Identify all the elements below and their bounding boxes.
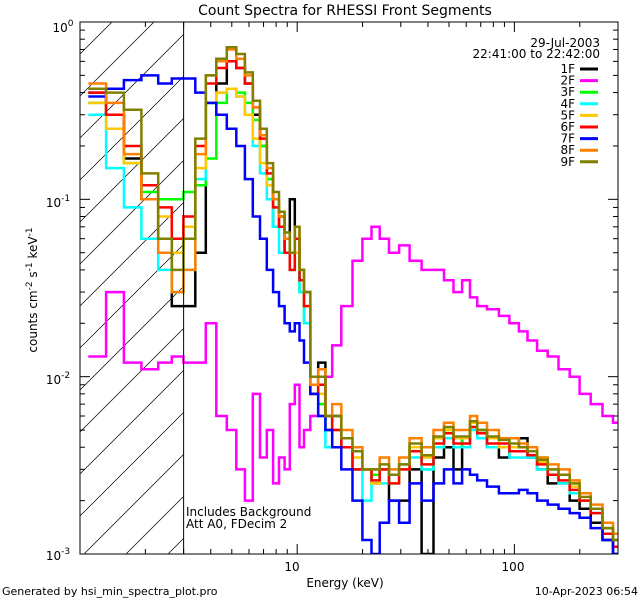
legend-label-3F: 3F (560, 85, 575, 99)
hatched-region (80, 22, 618, 554)
footer-timestamp: 10-Apr-2023 06:54 (535, 585, 638, 598)
axis-ticks (79, 21, 619, 555)
legend-label-6F: 6F (560, 120, 575, 134)
series-2F (88, 225, 618, 502)
plot-frame (79, 21, 619, 555)
x-axis-label: Energy (keV) (306, 576, 383, 590)
legend-label-2F: 2F (560, 74, 575, 88)
y-tick-label-minus1: 10-1 (46, 194, 70, 210)
legend-label-5F: 5F (560, 108, 575, 122)
y-tick-label-0: 100 (52, 19, 73, 35)
chart-title: Count Spectra for RHESSI Front Segments (198, 3, 492, 19)
hatch-line (80, 22, 239, 181)
date-label: 29-Jul-2003 (530, 36, 600, 50)
y-tick-label-minus3: 10-3 (46, 547, 70, 563)
series-layer (88, 46, 618, 554)
legend-label-9F: 9F (560, 155, 575, 169)
y-axis-label: counts cm-2 s-1 keV-1 (25, 227, 40, 352)
series-7F (88, 74, 618, 554)
time-range-label: 22:41:00 to 22:42:00 (473, 47, 600, 61)
series-9F (88, 46, 618, 542)
footer-generated-by: Generated by hsi_min_spectra_plot.pro (2, 585, 218, 598)
y-tick-label-minus2: 10-2 (46, 371, 70, 387)
legend-label-8F: 8F (560, 143, 575, 157)
x-tick-label-10: 10 (284, 560, 299, 574)
legend-label-7F: 7F (560, 132, 575, 146)
legend-label-4F: 4F (560, 97, 575, 111)
annotation-background: Includes Background (186, 505, 311, 519)
x-tick-label-100: 100 (502, 560, 525, 574)
annotation-attenuator: Att A0, FDecim 2 (186, 517, 287, 531)
legend-label-1F: 1F (560, 62, 575, 76)
